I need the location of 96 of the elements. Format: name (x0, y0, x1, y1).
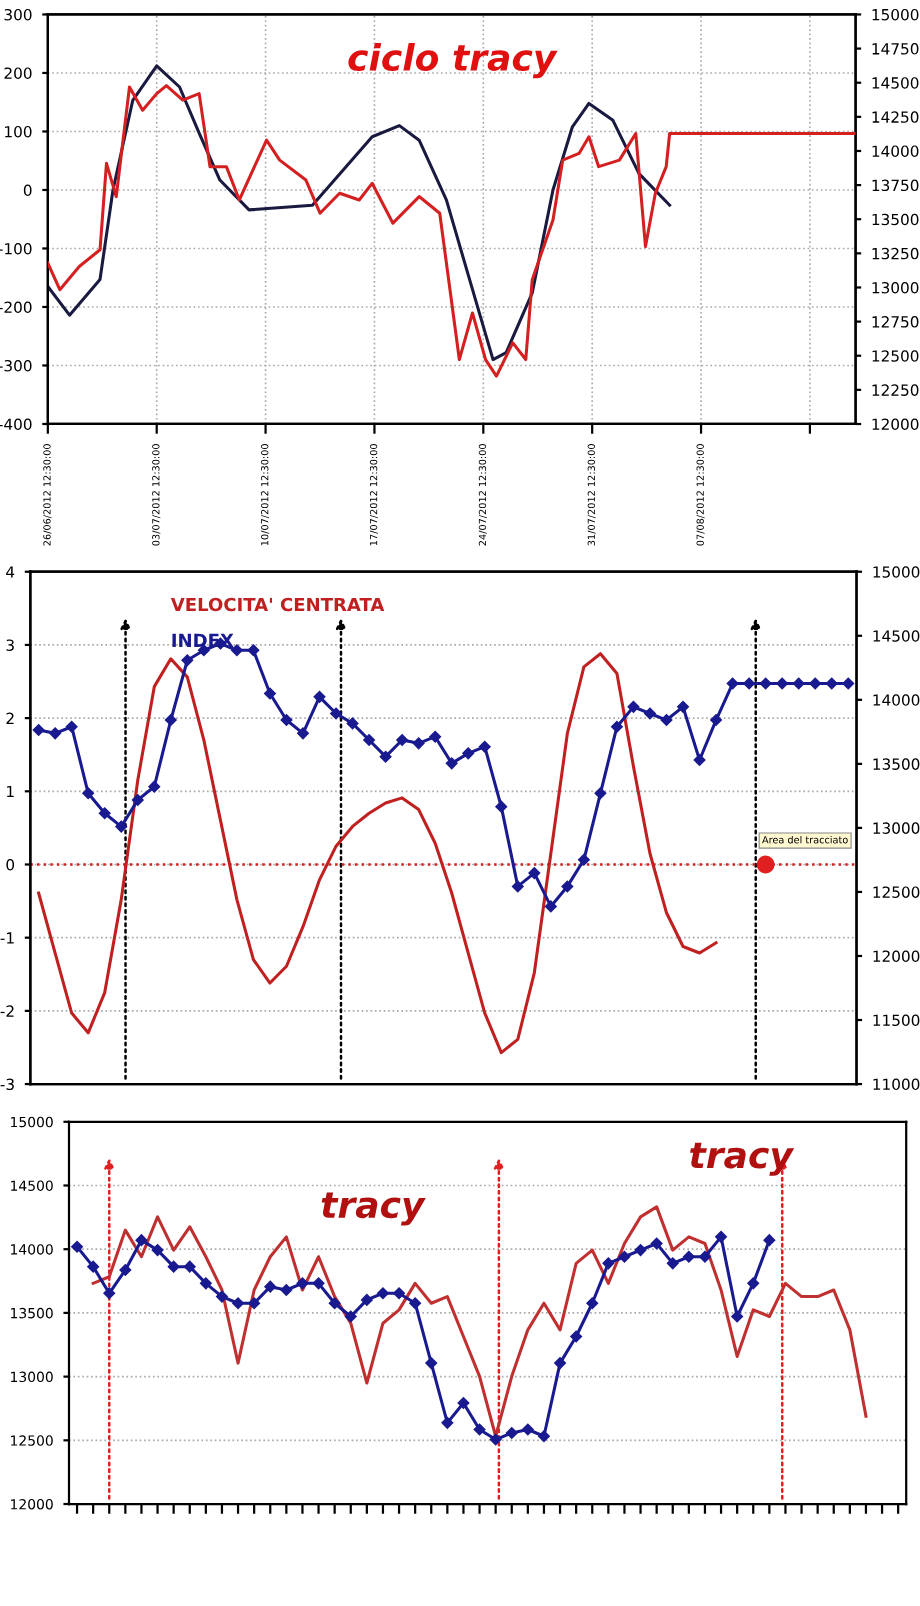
point (49, 727, 61, 740)
point (570, 1330, 582, 1343)
point (627, 701, 640, 713)
point (522, 1423, 534, 1436)
point (363, 734, 375, 746)
point (561, 880, 574, 893)
point (379, 750, 392, 763)
point (644, 707, 656, 720)
point (264, 1280, 276, 1293)
point (151, 1244, 164, 1256)
point (650, 1237, 663, 1250)
point (396, 734, 408, 746)
point (842, 677, 854, 690)
point (248, 1297, 260, 1309)
point (425, 1357, 437, 1369)
point (280, 714, 293, 726)
point (743, 677, 755, 690)
point (512, 880, 524, 893)
point (346, 717, 359, 730)
point (200, 1277, 212, 1290)
point (148, 780, 160, 793)
point (809, 677, 821, 690)
point (710, 714, 722, 726)
point (167, 1260, 180, 1273)
point (634, 1244, 647, 1256)
point (538, 1430, 550, 1442)
point (32, 724, 45, 736)
point (731, 1310, 743, 1323)
point (82, 787, 94, 800)
point (412, 737, 425, 750)
point (611, 721, 623, 733)
point (71, 1241, 83, 1253)
point (345, 1310, 357, 1323)
point (747, 1277, 759, 1290)
point (763, 1234, 776, 1246)
point (330, 707, 342, 720)
point (115, 820, 127, 833)
point (103, 1287, 115, 1299)
point (445, 757, 458, 770)
point (296, 1277, 309, 1290)
text: VELOCITA' CENTRATA (170, 597, 385, 612)
point (683, 1251, 695, 1263)
point (247, 644, 260, 656)
point (586, 1297, 598, 1309)
point (554, 1357, 566, 1369)
point (99, 807, 111, 819)
point (618, 1251, 631, 1263)
point (660, 714, 673, 726)
point (545, 900, 557, 913)
point (602, 1257, 615, 1270)
point (181, 654, 194, 666)
point (594, 787, 607, 800)
line-series (47, 84, 856, 378)
point (119, 1264, 132, 1276)
point (677, 701, 689, 713)
point (429, 730, 441, 743)
point (489, 1433, 502, 1446)
point (216, 1290, 228, 1303)
point (280, 1284, 293, 1296)
annotation: tracy (321, 1192, 426, 1226)
point (361, 1294, 373, 1306)
point (312, 1277, 325, 1290)
annotation: tracy (690, 1142, 795, 1176)
point (132, 794, 144, 806)
point (87, 1260, 99, 1273)
point (473, 1423, 486, 1436)
point (232, 1297, 244, 1309)
line-series (37, 652, 718, 1055)
point (667, 1257, 679, 1270)
point (393, 1287, 405, 1299)
point (726, 677, 739, 690)
point (528, 867, 541, 879)
point (297, 727, 309, 740)
point (264, 687, 276, 700)
point (65, 721, 78, 733)
point (506, 1427, 518, 1439)
point (693, 754, 706, 766)
point (578, 854, 590, 866)
point (313, 691, 326, 703)
point (699, 1251, 711, 1263)
point (479, 740, 491, 753)
point (495, 800, 507, 813)
point (715, 1231, 727, 1243)
point (184, 1260, 196, 1273)
point (409, 1297, 421, 1309)
point (457, 1397, 470, 1409)
point (231, 644, 243, 656)
point (776, 677, 788, 690)
point (462, 747, 474, 760)
point (377, 1287, 389, 1299)
point (826, 677, 838, 690)
point (135, 1234, 148, 1246)
point (328, 1297, 341, 1309)
point (165, 714, 177, 726)
text: ciclo tracy (348, 43, 558, 79)
point (441, 1417, 454, 1429)
